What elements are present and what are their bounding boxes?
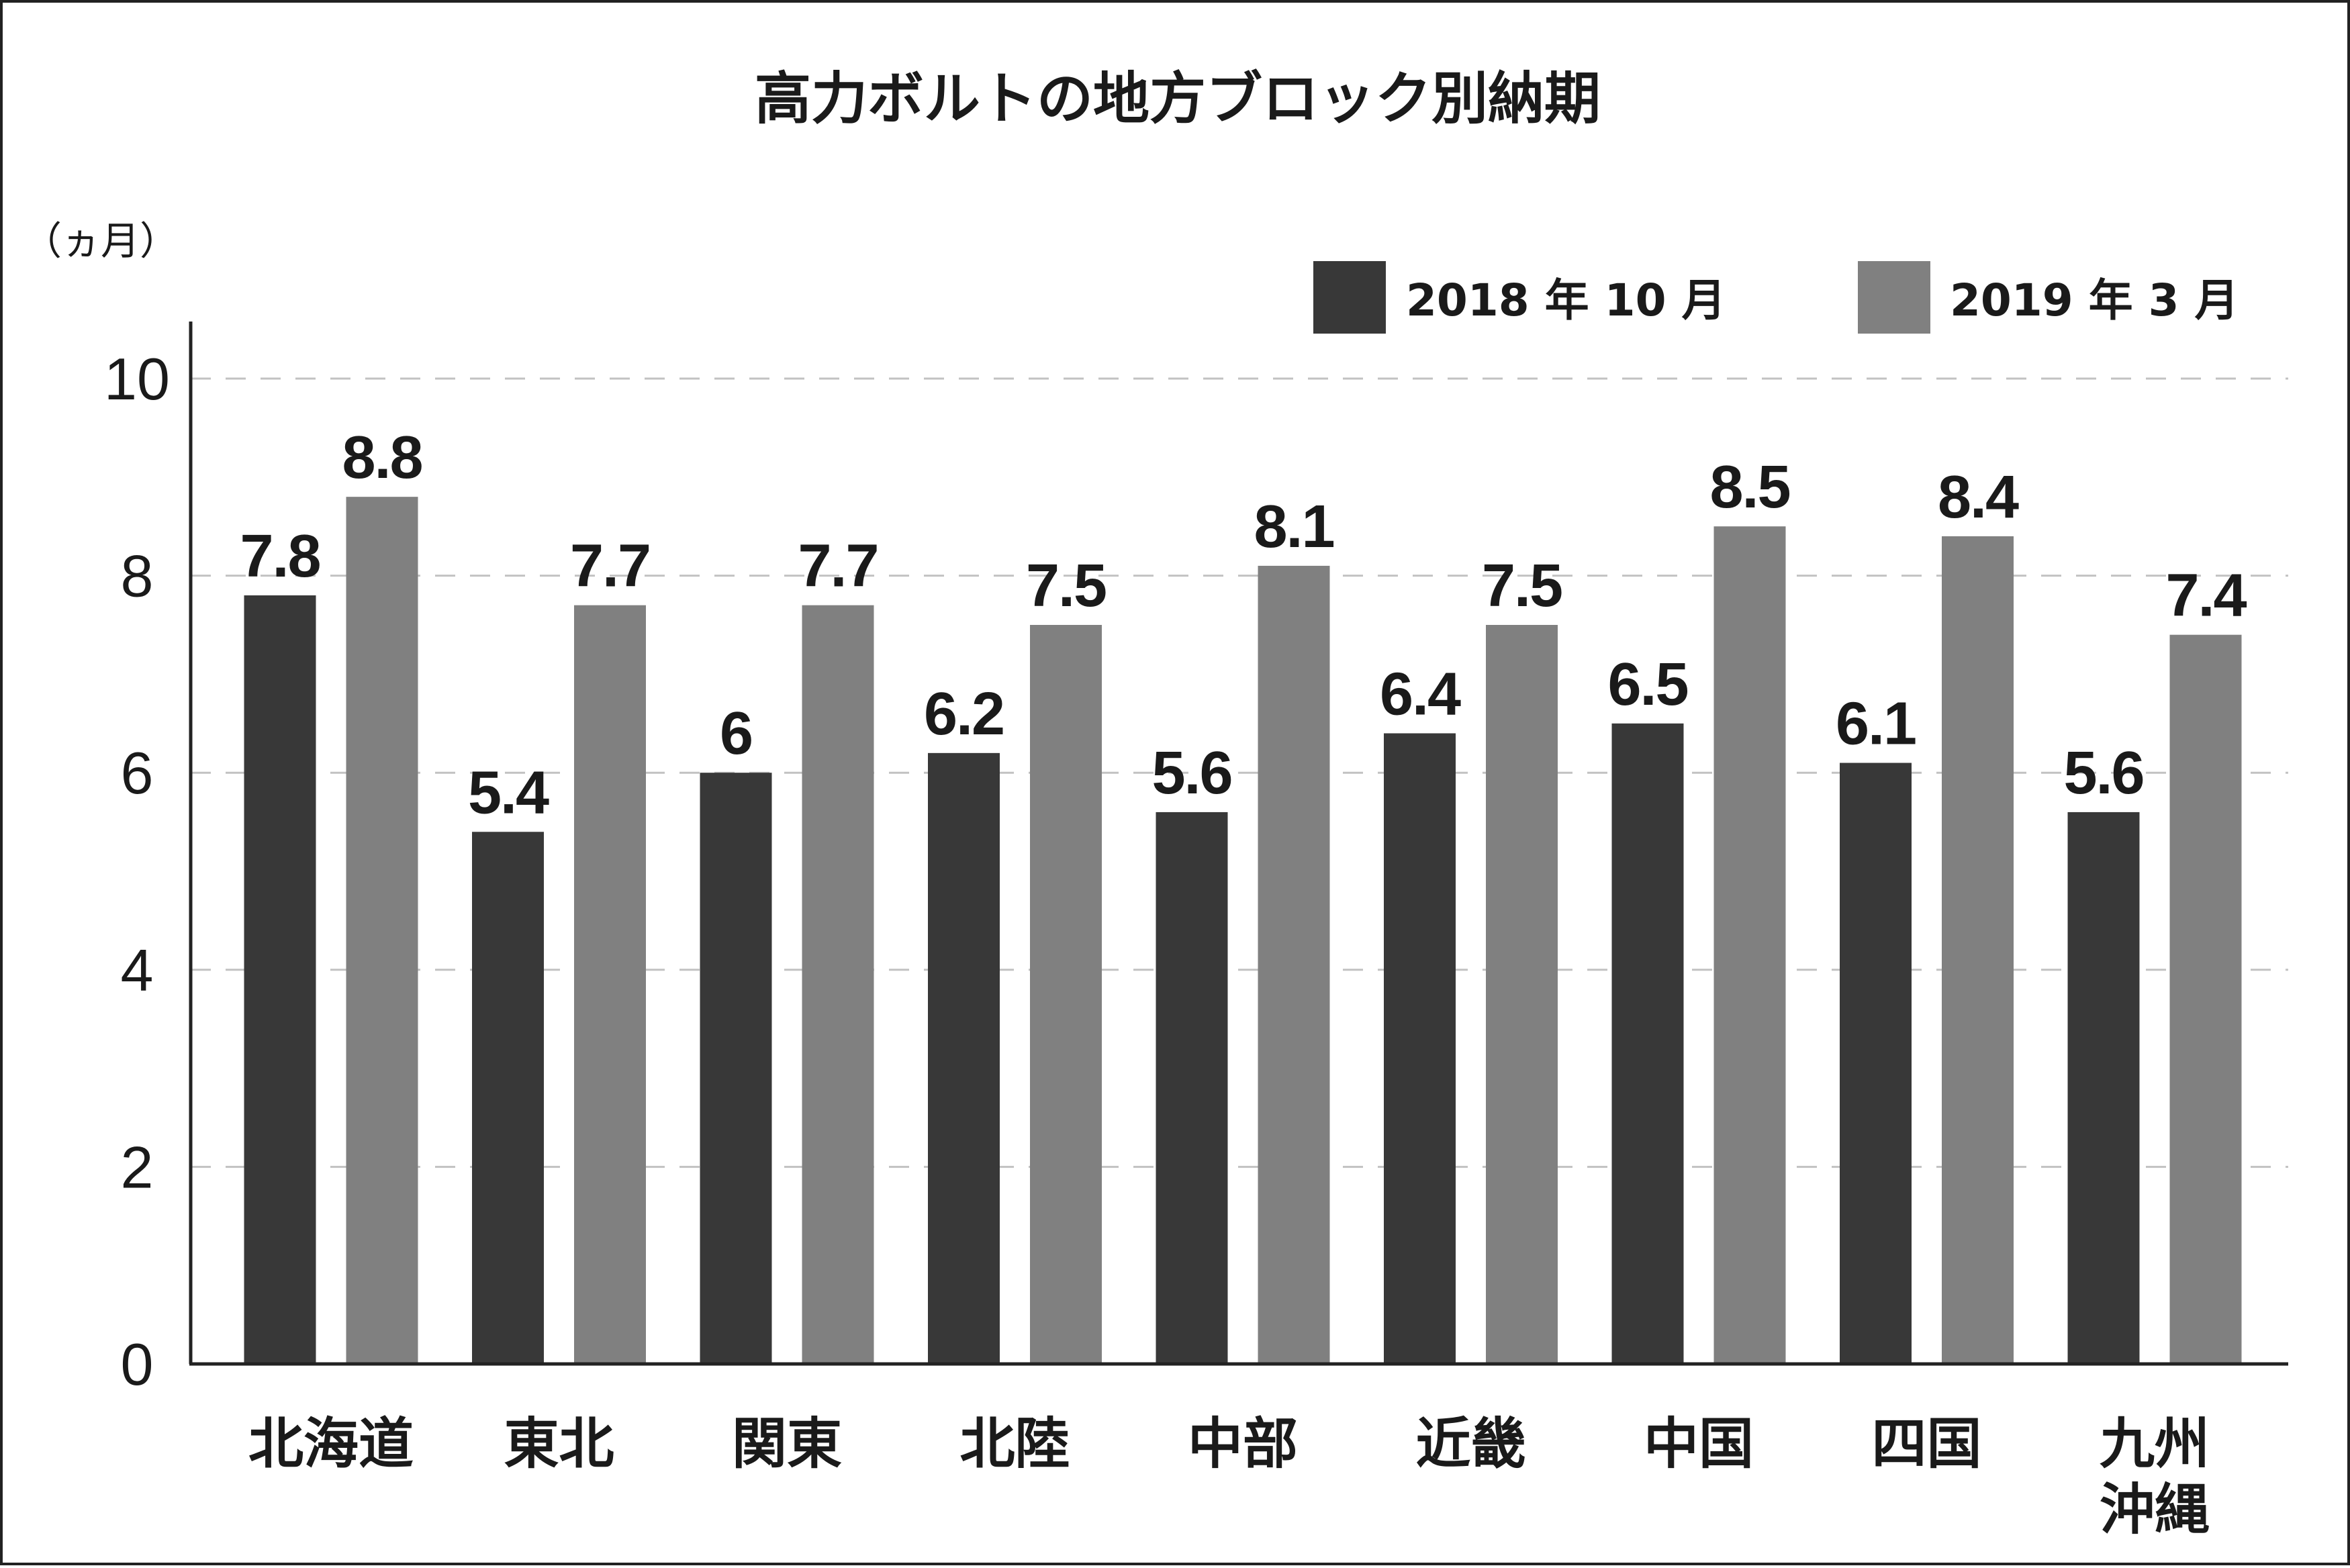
x-category-label: 東北 bbox=[504, 1412, 614, 1476]
legend-label-2019: 2019 年 3 月 bbox=[1950, 275, 2239, 326]
y-tick-label: 2 bbox=[121, 1134, 154, 1200]
bar-value-label: 6 bbox=[720, 700, 752, 767]
bar-2019 bbox=[346, 497, 418, 1365]
x-category-label: 近畿 bbox=[1415, 1412, 1525, 1476]
bar-value-label: 7.8 bbox=[240, 523, 320, 590]
legend-item-2019: 2019 年 3 月 bbox=[1858, 261, 2239, 334]
bar-value-label: 8.4 bbox=[1938, 464, 2019, 531]
bar-2019 bbox=[574, 605, 646, 1364]
bar-2019 bbox=[1486, 625, 1558, 1364]
y-tick-label: 8 bbox=[121, 543, 154, 609]
bar-2019 bbox=[1713, 526, 1786, 1365]
bar-value-label: 7.4 bbox=[2165, 562, 2247, 630]
bar-2019 bbox=[2169, 634, 2242, 1365]
bar-2018 bbox=[1611, 723, 1684, 1364]
y-tick-label: 10 bbox=[104, 346, 170, 412]
bar-2018 bbox=[1384, 733, 1456, 1364]
bar-value-label: 7.5 bbox=[1482, 552, 1562, 620]
bar-2019 bbox=[1942, 536, 2014, 1364]
bar-2019 bbox=[1030, 625, 1102, 1364]
bar-value-label: 5.6 bbox=[2063, 740, 2143, 807]
bar-value-label: 6.2 bbox=[924, 681, 1004, 748]
x-category-label: 北陸 bbox=[959, 1412, 1070, 1476]
bar-2018 bbox=[700, 773, 772, 1364]
y-tick-label: 4 bbox=[121, 937, 154, 1003]
legend-swatch-2018 bbox=[1313, 261, 1386, 334]
bar-2018 bbox=[2067, 812, 2140, 1364]
legend-swatch-2019 bbox=[1858, 261, 1930, 334]
bar-value-label: 5.4 bbox=[468, 759, 549, 826]
bar-value-label: 8.5 bbox=[1709, 454, 1789, 521]
bar-2019 bbox=[1258, 565, 1330, 1365]
bar-chart: 高力ボルトの地方ブロック別納期 （ヵ月） 2018 年 10 月 2019 年 … bbox=[23, 66, 2288, 1542]
bar-2018 bbox=[244, 595, 316, 1365]
bar-2018 bbox=[1840, 763, 1912, 1364]
bar-value-label: 8.1 bbox=[1254, 493, 1333, 560]
bar-value-label: 7.7 bbox=[798, 533, 878, 600]
bars bbox=[244, 497, 2242, 1365]
y-axis-unit-label: （ヵ月） bbox=[23, 218, 179, 264]
data-labels: 7.8 8.8 5.4 7.7 6 7.7 6.2 7.5 5.6 8.1 6.4 7.5 6.5 8.5… bbox=[240, 424, 2248, 826]
x-category-label: 関東 bbox=[732, 1412, 842, 1476]
bar-value-label: 7.5 bbox=[1026, 552, 1106, 620]
bar-value-label: 7.7 bbox=[570, 533, 650, 600]
legend-label-2018: 2018 年 10 月 bbox=[1406, 275, 1726, 326]
y-axis-ticks: 0 2 4 6 8 10 bbox=[104, 346, 170, 1398]
bar-value-label: 8.8 bbox=[342, 424, 422, 491]
bar-value-label: 6.5 bbox=[1607, 651, 1687, 718]
bar-value-label: 6.1 bbox=[1836, 691, 1916, 758]
bar-value-label: 5.6 bbox=[1152, 740, 1231, 807]
x-category-label: 四国 bbox=[1871, 1412, 1981, 1476]
y-tick-label: 0 bbox=[121, 1331, 154, 1398]
chart-title: 高力ボルトの地方ブロック別納期 bbox=[755, 66, 1601, 132]
y-tick-label: 6 bbox=[121, 740, 154, 806]
x-category-label: 中国 bbox=[1644, 1412, 1754, 1476]
bar-2018 bbox=[1156, 812, 1228, 1364]
bar-2018 bbox=[928, 752, 1000, 1364]
bar-2019 bbox=[802, 605, 874, 1364]
bar-value-label: 6.4 bbox=[1380, 660, 1461, 728]
legend: 2018 年 10 月 2019 年 3 月 bbox=[1313, 261, 2239, 334]
x-category-label: 九州沖縄 bbox=[2100, 1412, 2210, 1542]
x-category-label: 北海道 bbox=[248, 1412, 414, 1476]
legend-item-2018: 2018 年 10 月 bbox=[1313, 261, 1726, 334]
bar-2018 bbox=[472, 832, 544, 1364]
x-category-label: 中部 bbox=[1188, 1412, 1298, 1476]
x-axis-categories: 北海道 東北 関東 北陸 中部 近畿 中国 四国 九州沖縄 bbox=[248, 1412, 2210, 1542]
